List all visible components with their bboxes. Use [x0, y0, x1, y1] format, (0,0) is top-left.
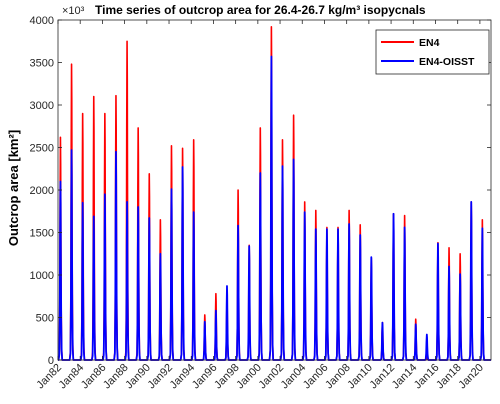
- y-tick-label: 1000: [30, 270, 54, 282]
- y-tick-label: 0: [48, 355, 54, 367]
- y-tick-label: 3000: [30, 100, 54, 112]
- series-layer: [57, 26, 491, 361]
- x-tick-labels: Jan82Jan84Jan86Jan88Jan90Jan92Jan94Jan96…: [34, 362, 486, 392]
- y-tick-label: 3500: [30, 58, 54, 70]
- y-tick-label: 1500: [30, 228, 54, 240]
- legend-label-en4-oisst: EN4-OISST: [419, 56, 475, 68]
- series-line-en4-oisst: [57, 55, 491, 361]
- x-tick-label: Jan20: [456, 362, 486, 392]
- y-axis-label: Outcrop area [km²]: [6, 130, 21, 246]
- legend-label-en4: EN4: [419, 37, 440, 49]
- y-multiplier-label: ×10³: [62, 5, 85, 17]
- y-tick-label: 2500: [30, 143, 54, 155]
- y-tick-label: 500: [36, 313, 54, 325]
- y-tick-label: 2000: [30, 185, 54, 197]
- series-line-en4: [57, 26, 491, 361]
- chart-title: Time series of outcrop area for 26.4-26.…: [95, 3, 426, 17]
- axes-layer: [57, 19, 492, 361]
- y-tick-label: 4000: [30, 15, 54, 27]
- legend-box: [375, 29, 490, 75]
- y-tick-labels: 0 500 1000 1500 2000 2500 3000 3500 4000: [30, 15, 54, 367]
- legend: EN4 EN4-OISST: [375, 29, 490, 75]
